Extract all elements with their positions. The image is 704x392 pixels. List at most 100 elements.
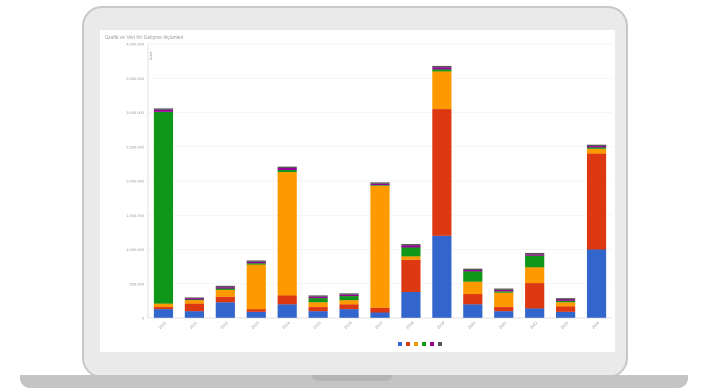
chart-screen: Grafik ve Veri för Gelişme ölçümleri 0 50… [100,30,615,352]
bar-segment-2012-s1 [215,296,235,303]
bar-segment-2010-s2 [153,303,174,308]
bar-segment-2018-s0 [401,291,421,318]
bar-segment-2014-s3 [277,170,297,173]
x-tick-label: 2019 [436,320,446,330]
bar-segment-2012-s2 [215,289,235,297]
bar-segment-2014-s2 [277,172,297,296]
bar-segment-2016-s2 [339,300,359,305]
legend-swatch [398,342,402,346]
bar-segment-2024-s0 [586,249,607,318]
bar-segment-2018-s2 [401,256,421,260]
y-tick-label: 4.000.000 [126,42,145,47]
bar-segment-2010-s5 [153,108,174,110]
bar-segment-2014-s1 [277,295,297,305]
legend-item [406,342,410,346]
bar-segment-2015-s4 [308,296,328,299]
y-tick-label: 3.500.000 [126,76,145,81]
bar-segment-2017-s3 [370,185,390,186]
bar-segment-2015-s3 [308,298,328,303]
bar-segment-2013-s2 [246,264,266,310]
bar-segment-2019-s4 [432,67,452,70]
bar-segment-2011-s2 [184,300,204,304]
bar-segment-2017-s1 [370,307,390,313]
chart-title: Grafik ve Veri för Gelişme ölçümleri [105,35,184,41]
bar-segment-2020-s4 [463,270,483,272]
laptop-notch [312,375,392,381]
bar-segment-2013-s5 [246,260,266,262]
legend-swatch [414,342,418,346]
bar-segment-2010-s0 [153,309,174,318]
bar-segment-2014-s4 [277,167,297,171]
bar-segment-2018-s1 [401,259,421,292]
bar-segment-2021-s2 [494,292,514,308]
y-tick-label: 2.500.000 [126,144,145,149]
x-tick-label: 2024 [590,320,600,330]
bar-segment-2015-s1 [308,307,328,312]
bar-segment-2020-s2 [463,281,483,295]
bar-segment-2013-s0 [246,311,266,318]
x-tick-label: 2014 [281,320,291,330]
bar-segment-2017-s2 [370,185,390,308]
bar-segment-2021-s1 [494,307,514,312]
bar-segment-2020-s5 [463,268,483,271]
bar-segment-2020-s1 [463,294,483,305]
x-tick-label: 2010 [157,320,167,330]
x-tick-label: 2018 [405,320,415,330]
y-tick-label: 1.000.000 [126,247,145,252]
bar-segment-2024-s3 [586,147,607,149]
bar-segment-2013-s1 [246,309,266,312]
bar-segment-2011-s3 [184,299,204,301]
bar-segment-2015-s5 [308,295,328,297]
bar-segment-2012-s0 [215,302,235,318]
bar-segment-2018-s3 [401,247,421,257]
bar-segment-2022-s0 [525,308,545,318]
legend-swatch [406,342,410,346]
legend-item [438,342,442,346]
bar-segment-2011-s5 [184,297,204,299]
bar-segment-2016-s4 [339,294,359,297]
bar-segment-2017-s0 [370,312,390,318]
x-tick-label: 2023 [559,320,569,330]
bar-segment-2012-s4 [215,287,235,289]
bar-segment-2019-s0 [432,235,452,318]
bar-segment-2023-s0 [556,311,576,318]
bar-segment-2023-s2 [556,302,576,307]
bar-segment-2023-s1 [556,306,576,312]
bar-segment-2019-s2 [432,71,452,110]
laptop-base [20,375,688,388]
bar-segment-2024-s2 [586,148,607,154]
y-axis-label: Adet [148,51,153,60]
legend-item [422,342,426,346]
x-tick-label: 2020 [467,320,477,330]
y-tick-label: 500.000 [130,281,145,286]
bar-segment-2021-s4 [494,289,514,292]
bar-segment-2017-s5 [370,182,390,184]
bar-segment-2015-s0 [308,311,328,318]
x-tick-label: 2021 [498,320,508,330]
bar-segment-2019-s5 [432,65,452,68]
bar-segment-2014-s0 [277,304,297,318]
x-tick-label: 2022 [529,320,539,330]
bar-segment-2022-s4 [525,254,545,256]
bar-segment-2022-s1 [525,283,545,309]
bar-segment-2024-s5 [586,144,607,147]
bar-segment-2011-s0 [184,311,204,318]
x-tick-label: 2016 [343,320,353,330]
bar-segment-2020-s0 [463,304,483,318]
bar-segment-2012-s3 [215,288,235,290]
bar-segment-2022-s3 [525,255,545,268]
bar-segment-2011-s1 [184,303,204,312]
bar-segment-2016-s5 [339,293,359,295]
legend-swatch [438,342,442,346]
bar-segment-2021-s0 [494,311,514,318]
bar-segment-2019-s1 [432,109,452,236]
bar-segment-2010-s4 [153,109,174,112]
x-tick-label: 2011 [188,320,198,330]
bar-segment-2023-s4 [556,299,576,301]
bar-segment-2018-s5 [401,244,421,246]
bar-segment-2019-s3 [432,69,452,72]
stacked-bar-chart: 0 500.000 1.000.000 1.500.000 2.000.000 2.500… [126,42,612,330]
bar-segment-2011-s4 [184,298,204,300]
bar-segment-2017-s4 [370,183,390,186]
y-tick-label: 2.000.000 [126,179,145,184]
